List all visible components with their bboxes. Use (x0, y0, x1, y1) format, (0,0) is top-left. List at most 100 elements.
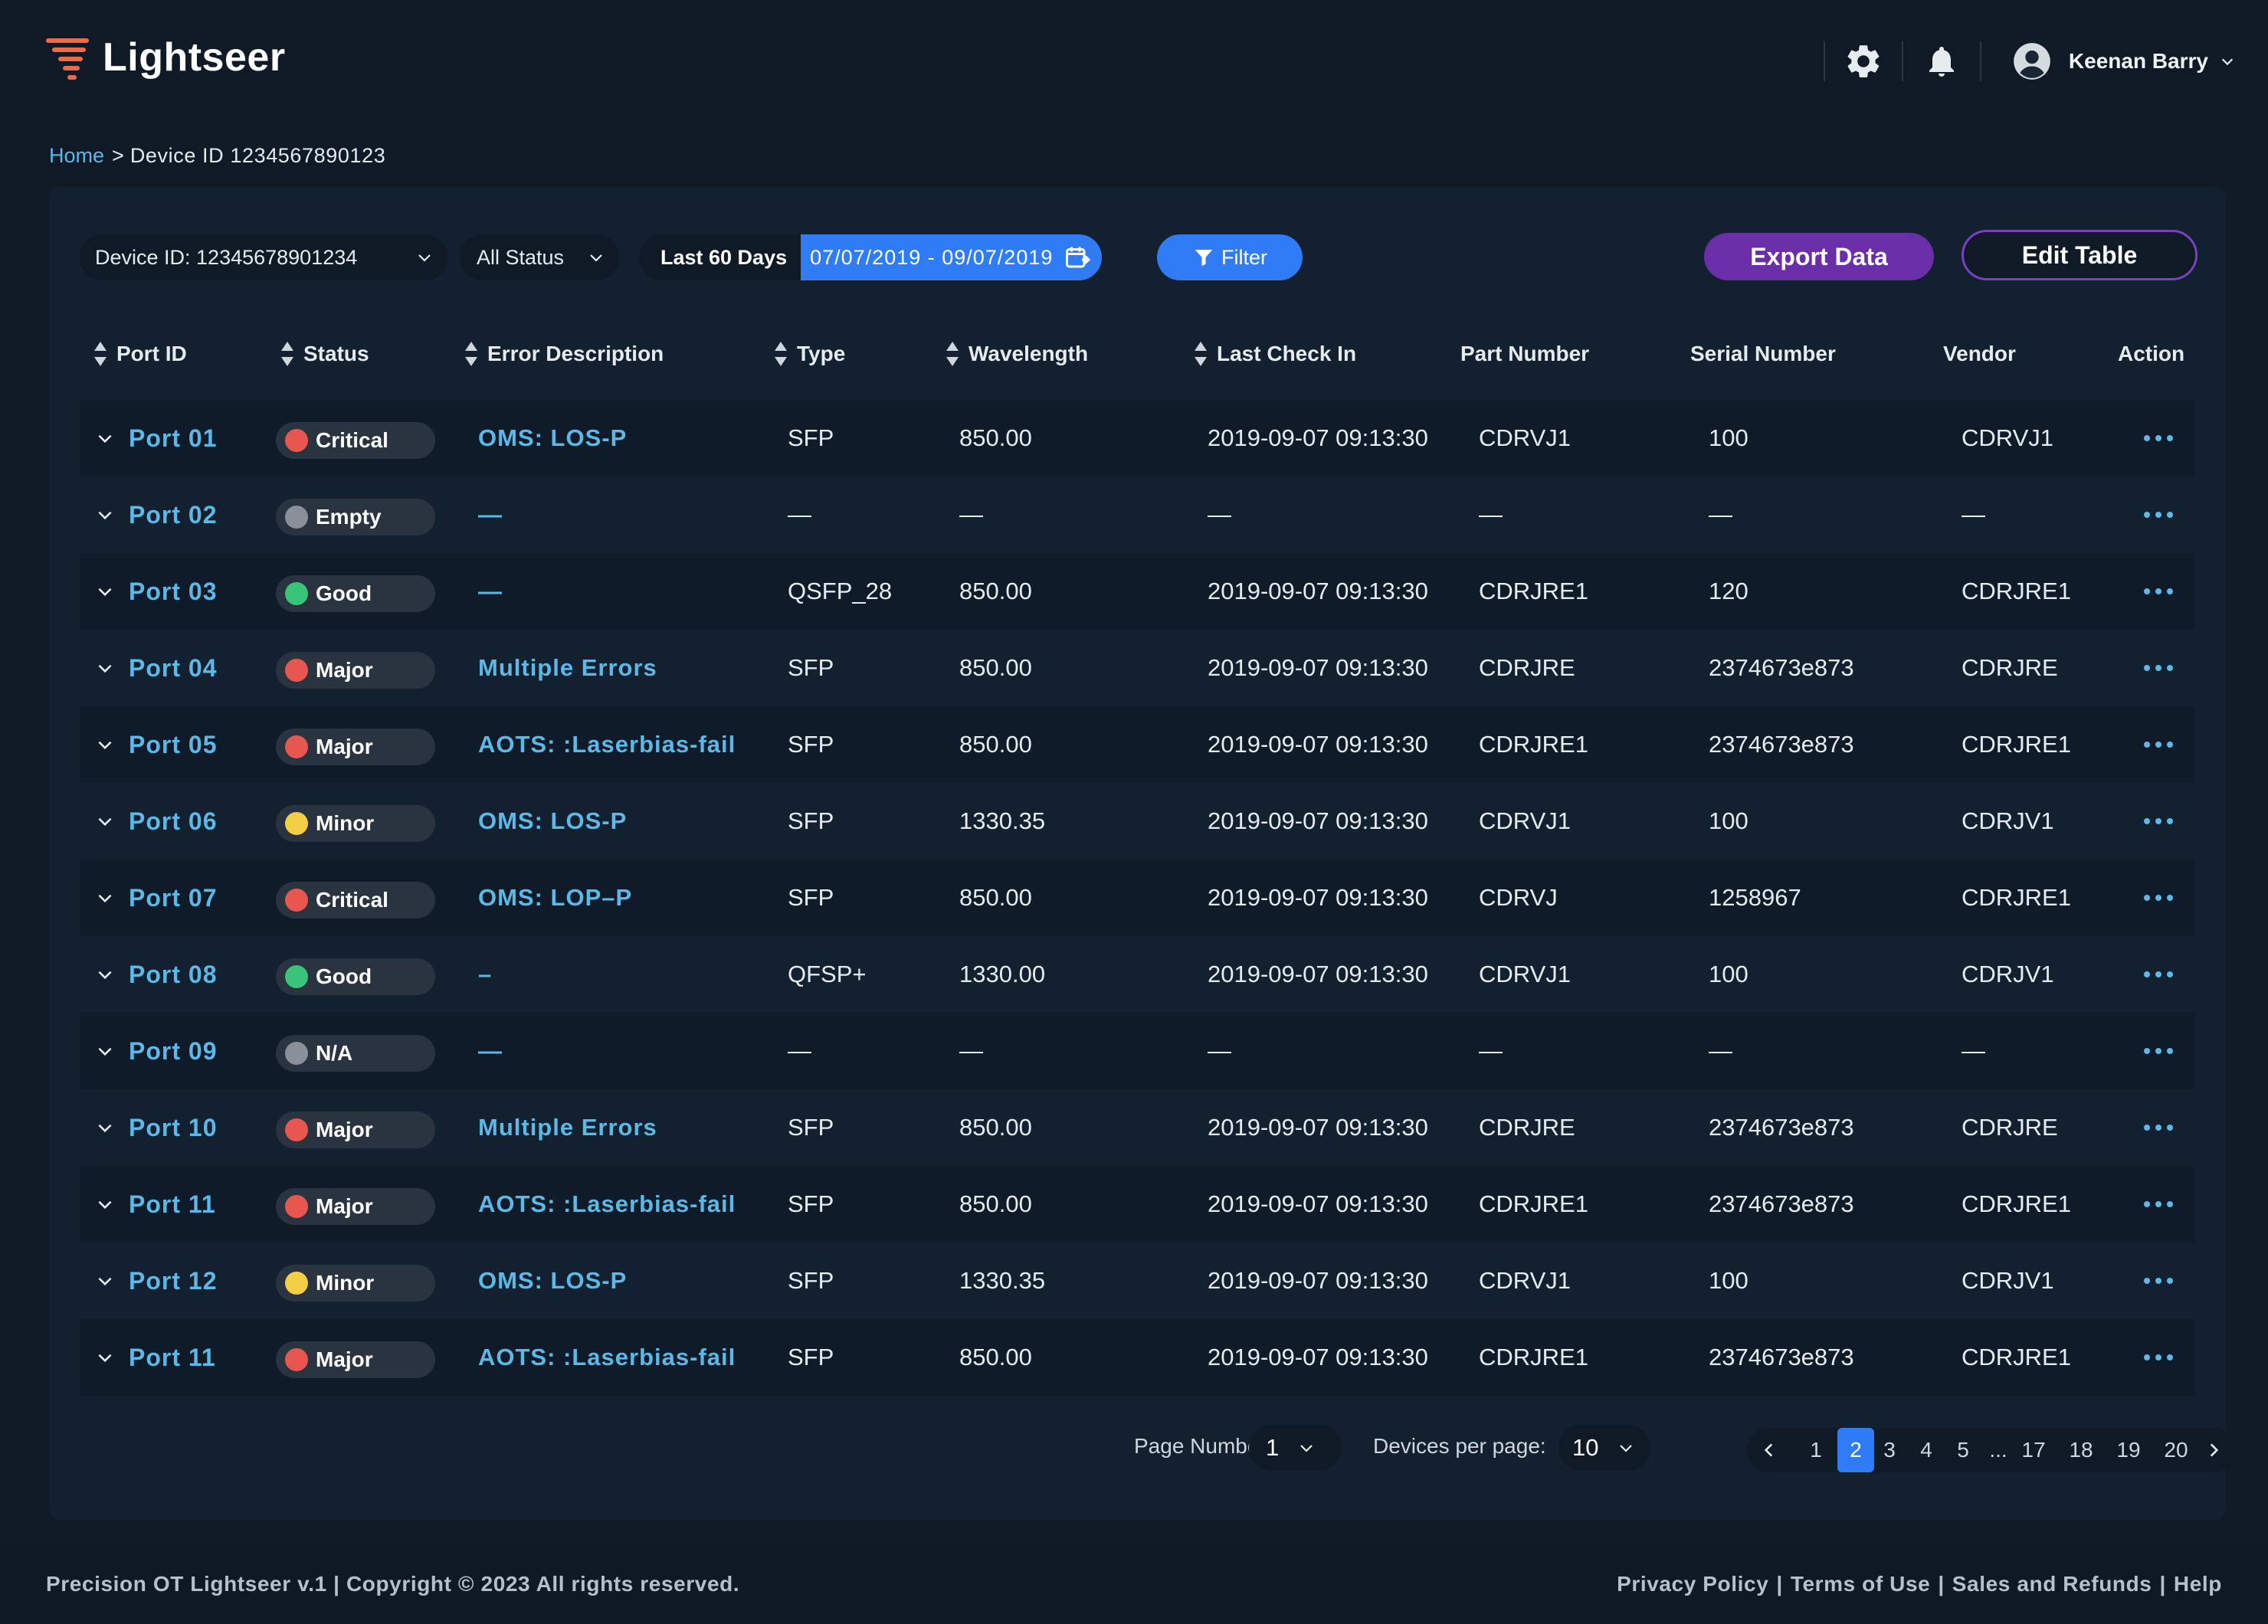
row-actions-button[interactable] (2142, 706, 2175, 783)
column-header-type[interactable]: Type (774, 331, 845, 377)
chevron-down-icon (590, 254, 602, 262)
port-id-link[interactable]: Port 07 (129, 883, 218, 912)
table-row[interactable]: Port 11 Major AOTS: :Laserbias-fail SFP 850.… (80, 1319, 2194, 1396)
table-row[interactable]: Port 11 Major AOTS: :Laserbias-fail SFP 850.… (80, 1166, 2194, 1243)
row-actions-button[interactable] (2142, 553, 2175, 630)
user-avatar-icon (2014, 43, 2050, 80)
row-actions-button[interactable] (2142, 476, 2175, 553)
expand-row-button[interactable] (95, 553, 115, 630)
table-row[interactable]: Port 02 Empty — — — — — — — (80, 476, 2194, 553)
table-row[interactable]: Port 04 Major Multiple Errors SFP 850.00 2019… (80, 630, 2194, 706)
row-actions-button[interactable] (2142, 1013, 2175, 1089)
table-row[interactable]: Port 08 Good – QFSP+ 1330.00 2019-09-07 09:13… (80, 936, 2194, 1013)
page-button[interactable]: 2 (1837, 1428, 1874, 1472)
table-row[interactable]: Port 01 Critical OMS: LOS-P SFP 850.00 2019-0… (80, 400, 2194, 476)
help-link[interactable]: Help (2173, 1572, 2222, 1596)
expand-row-button[interactable] (95, 783, 115, 859)
column-header-status[interactable]: Status (280, 331, 369, 377)
terms-of-use-link[interactable]: Terms of Use (1790, 1572, 1931, 1596)
table-row[interactable]: Port 10 Major Multiple Errors SFP 850.00 2019… (80, 1089, 2194, 1166)
edit-table-button[interactable]: Edit Table (1962, 230, 2198, 280)
expand-row-button[interactable] (95, 859, 115, 936)
table-row[interactable]: Port 07 Critical OMS: LOP–P SFP 850.00 2019-0… (80, 859, 2194, 936)
page-button[interactable]: 3 (1883, 1438, 1896, 1462)
port-id-link[interactable]: Port 03 (129, 577, 218, 605)
page-button[interactable]: 1 (1810, 1438, 1822, 1462)
table-row[interactable]: Port 03 Good — QSFP_28 850.00 2019-09-07 09:1… (80, 553, 2194, 630)
page-button[interactable]: 4 (1920, 1438, 1932, 1462)
expand-row-button[interactable] (95, 1166, 115, 1243)
expand-row-button[interactable] (95, 706, 115, 783)
privacy-policy-link[interactable]: Privacy Policy (1617, 1572, 1769, 1596)
page-number-select[interactable]: 1 (1249, 1425, 1342, 1471)
table-row[interactable]: Port 06 Minor OMS: LOS-P SFP 1330.35 2019-09-… (80, 783, 2194, 859)
sales-and-refunds-link[interactable]: Sales and Refunds (1952, 1572, 2152, 1596)
expand-row-button[interactable] (95, 476, 115, 553)
table-row[interactable]: Port 09 N/A — — — — — — — (80, 1013, 2194, 1089)
port-id-link[interactable]: Port 04 (129, 653, 218, 682)
breadcrumb-home-link[interactable]: Home (49, 144, 105, 167)
settings-button[interactable] (1842, 40, 1885, 83)
filter-button[interactable]: Filter (1157, 234, 1303, 280)
table-row[interactable]: Port 12 Minor OMS: LOS-P SFP 1330.35 2019-09-… (80, 1243, 2194, 1319)
port-id-link[interactable]: Port 06 (129, 807, 218, 835)
error-description[interactable]: AOTS: :Laserbias-fail (478, 1344, 736, 1370)
row-actions-button[interactable] (2142, 1166, 2175, 1243)
brand-logo[interactable]: Lightseer (44, 34, 286, 81)
page-button[interactable]: 19 (2116, 1438, 2141, 1462)
devices-per-page-select[interactable]: 10 (1558, 1425, 1650, 1471)
page-button[interactable]: 17 (2021, 1438, 2046, 1462)
row-actions-button[interactable] (2142, 400, 2175, 476)
column-header-wavelength[interactable]: Wavelength (946, 331, 1088, 377)
error-description[interactable]: OMS: LOS-P (478, 424, 628, 451)
page-button[interactable]: 20 (2164, 1438, 2188, 1462)
expand-row-button[interactable] (95, 936, 115, 1013)
port-id-link[interactable]: Port 12 (129, 1266, 218, 1295)
next-page-button[interactable] (2194, 1428, 2233, 1472)
row-actions-button[interactable] (2142, 630, 2175, 706)
error-description[interactable]: OMS: LOP–P (478, 884, 633, 911)
page-button[interactable]: 18 (2069, 1438, 2093, 1462)
divider (1979, 41, 1981, 81)
column-header-port-id[interactable]: Port ID (93, 331, 187, 377)
export-data-button[interactable]: Export Data (1704, 233, 1934, 280)
expand-row-button[interactable] (95, 1243, 115, 1319)
port-id-link[interactable]: Port 02 (129, 500, 218, 529)
expand-row-button[interactable] (95, 630, 115, 706)
previous-page-button[interactable] (1750, 1428, 1788, 1472)
row-actions-button[interactable] (2142, 1089, 2175, 1166)
device-id-select[interactable]: Device ID: 12345678901234 (80, 234, 447, 280)
date-range-value[interactable]: 07/07/2019 - 09/07/2019 (801, 234, 1103, 280)
expand-row-button[interactable] (95, 1089, 115, 1166)
port-id-link[interactable]: Port 09 (129, 1036, 218, 1065)
error-description[interactable]: OMS: LOS-P (478, 1267, 628, 1294)
row-actions-button[interactable] (2142, 783, 2175, 859)
column-header-last-check-in[interactable]: Last Check In (1194, 331, 1356, 377)
port-id-link[interactable]: Port 05 (129, 730, 218, 758)
row-actions-button[interactable] (2142, 859, 2175, 936)
table-row[interactable]: Port 05 Major AOTS: :Laserbias-fail SFP 850.… (80, 706, 2194, 783)
status-label: Major (316, 1118, 373, 1141)
user-menu[interactable]: Keenan Barry (2012, 41, 2236, 81)
port-id-link[interactable]: Port 01 (129, 424, 218, 452)
port-id-link[interactable]: Port 08 (129, 960, 218, 988)
row-actions-button[interactable] (2142, 1243, 2175, 1319)
notifications-button[interactable] (1920, 40, 1963, 83)
status-select[interactable]: All Status (460, 234, 619, 280)
page-button[interactable]: 5 (1957, 1438, 1969, 1462)
row-actions-button[interactable] (2142, 936, 2175, 1013)
error-description[interactable]: AOTS: :Laserbias-fail (478, 1190, 736, 1217)
error-description[interactable]: Multiple Errors (478, 1114, 657, 1141)
row-actions-button[interactable] (2142, 1319, 2175, 1396)
error-description[interactable]: Multiple Errors (478, 654, 657, 681)
column-header-error-description[interactable]: Error Description (464, 331, 664, 377)
port-id-link[interactable]: Port 10 (129, 1113, 218, 1141)
port-id-link[interactable]: Port 11 (129, 1343, 216, 1371)
port-id-link[interactable]: Port 11 (129, 1190, 216, 1218)
expand-row-button[interactable] (95, 400, 115, 476)
expand-row-button[interactable] (95, 1319, 115, 1396)
error-description[interactable]: AOTS: :Laserbias-fail (478, 731, 736, 758)
date-range-picker[interactable]: Last 60 Days 07/07/2019 - 09/07/2019 (639, 234, 1103, 280)
error-description[interactable]: OMS: LOS-P (478, 807, 628, 834)
expand-row-button[interactable] (95, 1013, 115, 1089)
